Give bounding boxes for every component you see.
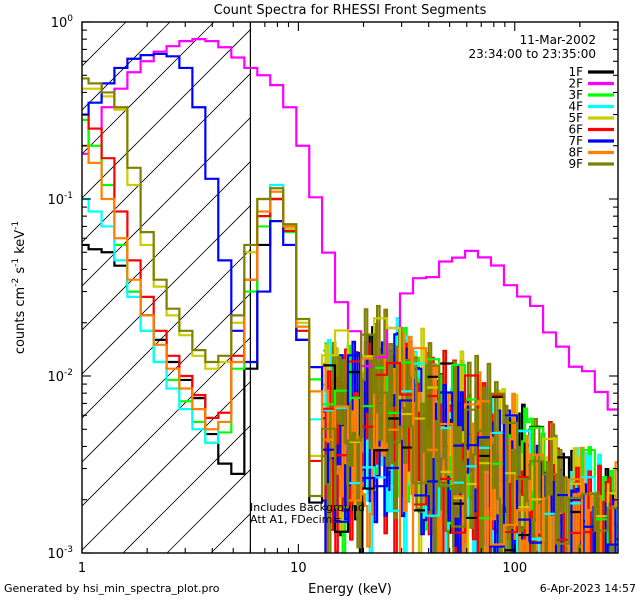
annotation-line-2: Att A1, FDecim=: [250, 513, 342, 526]
y-tick-label: 10-1: [47, 191, 73, 208]
x-axis: 1 10 100 Energy (keV): [78, 22, 619, 597]
legend-label-4f: 4F: [568, 100, 583, 114]
legend-label-2f: 2F: [568, 77, 583, 91]
legend-date: 11-Mar-2002: [520, 33, 596, 47]
y-axis-label: counts cm-2 s-1 keV-1: [11, 221, 28, 354]
noise-band: [323, 304, 618, 553]
y-axis: 100 10-1 10-2 10-3 counts cm-2 s-1 keV-1: [11, 14, 618, 562]
legend-label-5f: 5F: [568, 111, 583, 125]
legend-label-3f: 3F: [568, 88, 583, 102]
legend-interval: 23:34:00 to 23:35:00: [469, 47, 596, 61]
chart-title: Count Spectra for RHESSI Front Segments: [214, 3, 487, 18]
series-2f: [82, 38, 618, 411]
footer: Generated by hsi_min_spectra_plot.pro 6-A…: [4, 582, 636, 595]
legend-label-8f: 8F: [568, 146, 583, 160]
y-tick-label: 10-2: [47, 368, 73, 385]
series-group: [82, 38, 618, 553]
axes-frame: [81, 21, 619, 554]
y-tick-label: 100: [51, 14, 74, 31]
x-tick-label: 100: [502, 561, 527, 576]
series-noise-9f: [323, 304, 615, 553]
legend-label-1f: 1F: [568, 65, 583, 79]
annotation-line-1: Includes Background: [250, 501, 365, 514]
footer-left: Generated by hsi_min_spectra_plot.pro: [4, 582, 220, 595]
x-tick-label: 1: [78, 561, 86, 576]
legend-label-7f: 7F: [568, 134, 583, 148]
x-tick-label: 10: [290, 561, 307, 576]
footer-right: 6-Apr-2023 14:57: [540, 582, 636, 595]
series-9f: [82, 77, 618, 545]
legend-label-9f: 9F: [568, 157, 583, 171]
x-axis-label: Energy (keV): [308, 582, 392, 597]
y-tick-label: 10-3: [47, 545, 73, 562]
legend-label-6f: 6F: [568, 123, 583, 137]
